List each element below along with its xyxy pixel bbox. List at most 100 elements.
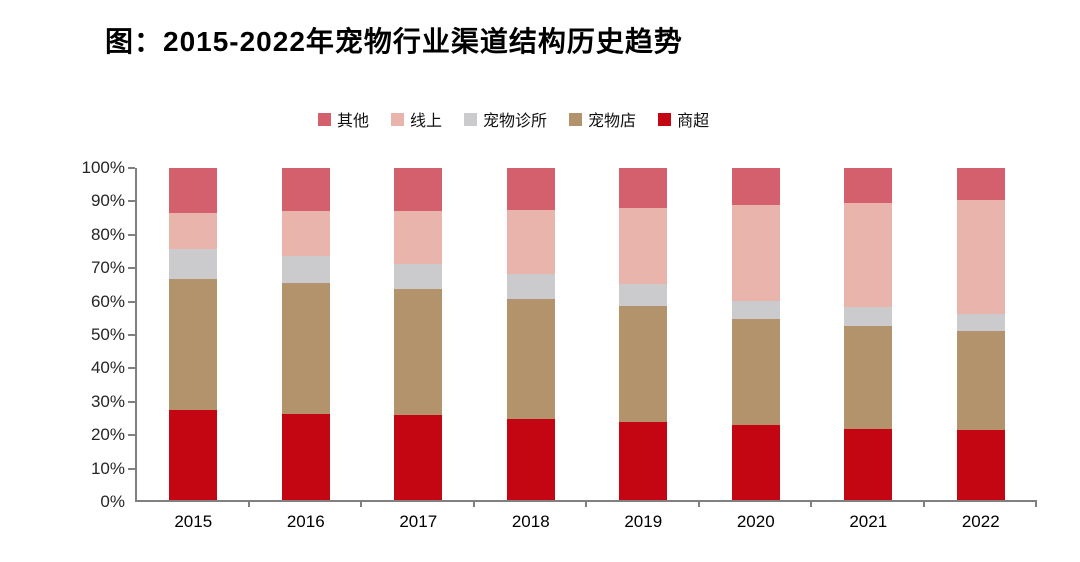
y-axis-tick bbox=[128, 167, 135, 169]
y-axis-label: 60% bbox=[90, 291, 125, 311]
bar-segment-其他 bbox=[731, 168, 780, 205]
x-axis-label: 2017 bbox=[399, 512, 438, 531]
legend-label: 宠物店 bbox=[588, 113, 637, 130]
legend-label: 商超 bbox=[677, 113, 710, 130]
x-axis-tick bbox=[697, 500, 700, 507]
bar-segment-线上 bbox=[619, 207, 668, 285]
y-axis-tick bbox=[128, 367, 135, 370]
y-axis-label: 90% bbox=[90, 191, 125, 211]
bar-segment-宠物诊所 bbox=[956, 314, 1005, 331]
x-axis-tick bbox=[472, 500, 475, 507]
bar-segment-其他 bbox=[394, 168, 443, 212]
bar-segment-其他 bbox=[281, 168, 330, 212]
bar-segment-宠物店 bbox=[394, 289, 443, 416]
bar-2019 bbox=[619, 168, 668, 500]
y-axis-label: 0% bbox=[100, 492, 125, 511]
bar-segment-宠物诊所 bbox=[619, 284, 668, 306]
bar-segment-线上 bbox=[394, 211, 443, 265]
bar-segment-宠物店 bbox=[844, 325, 893, 429]
bar-segment-宠物诊所 bbox=[844, 307, 893, 326]
bar-segment-宠物店 bbox=[731, 319, 780, 426]
x-axis-tick bbox=[585, 500, 587, 507]
y-axis-label: 10% bbox=[90, 458, 125, 478]
x-axis-tick bbox=[810, 500, 812, 507]
x-axis-tick bbox=[360, 500, 362, 507]
legend-swatch-icon bbox=[569, 112, 583, 126]
bar-segment-宠物店 bbox=[169, 279, 218, 411]
bar-segment-其他 bbox=[844, 168, 893, 203]
y-axis-tick bbox=[128, 233, 135, 236]
bar-segment-其他 bbox=[506, 168, 555, 210]
y-axis-tick bbox=[128, 334, 135, 336]
x-axis-label: 2020 bbox=[736, 512, 775, 531]
bar-segment-商超 bbox=[394, 415, 443, 500]
bar-2016 bbox=[281, 168, 330, 500]
y-axis-label: 80% bbox=[90, 224, 125, 244]
legend-label: 线上 bbox=[410, 113, 443, 130]
x-axis-tick bbox=[922, 500, 925, 507]
bar-segment-商超 bbox=[506, 418, 555, 500]
legend-swatch-icon bbox=[391, 112, 405, 126]
bar-segment-商超 bbox=[619, 421, 668, 500]
y-axis-tick bbox=[128, 467, 135, 470]
bar-segment-宠物店 bbox=[281, 282, 330, 414]
bar-segment-商超 bbox=[281, 413, 330, 500]
bar-2022 bbox=[956, 168, 1005, 500]
legend-label: 宠物诊所 bbox=[483, 113, 548, 130]
x-axis-tick bbox=[247, 500, 250, 507]
y-axis-tick bbox=[128, 400, 135, 403]
legend-swatch-icon bbox=[658, 112, 672, 126]
chart-title: 图：2015-2022年宠物行业渠道结构历史趋势 bbox=[105, 26, 683, 57]
y-axis-tick bbox=[128, 200, 135, 203]
bar-segment-线上 bbox=[844, 202, 893, 308]
bar-segment-宠物店 bbox=[506, 299, 555, 419]
x-axis-tick bbox=[1035, 500, 1037, 507]
bar-2020 bbox=[731, 168, 780, 500]
bar-segment-其他 bbox=[169, 168, 218, 213]
legend-item: 其他 bbox=[318, 107, 369, 131]
x-axis-label: 2015 bbox=[174, 512, 213, 531]
bar-segment-宠物店 bbox=[956, 330, 1005, 431]
x-axis-label: 2021 bbox=[849, 512, 888, 531]
bar-segment-商超 bbox=[169, 410, 218, 500]
bar-segment-商超 bbox=[731, 425, 780, 500]
x-axis-label: 2022 bbox=[961, 512, 1000, 531]
y-axis-label: 70% bbox=[90, 258, 125, 278]
y-axis-label: 20% bbox=[90, 425, 125, 445]
bar-segment-其他 bbox=[619, 168, 668, 208]
bar-2015 bbox=[169, 168, 218, 500]
legend-item: 线上 bbox=[391, 107, 442, 131]
legend-swatch-icon bbox=[464, 112, 478, 126]
legend: 其他 线上 宠物诊所 宠物店 商超 bbox=[318, 107, 709, 131]
bar-segment-宠物诊所 bbox=[281, 256, 330, 283]
plot-area: 0% 10% 20% 30% 40% 50% 60% 70% 80% 90% 100% 2015 201… bbox=[82, 158, 1037, 531]
bar-2021 bbox=[844, 168, 893, 500]
bar-segment-宠物诊所 bbox=[731, 300, 780, 320]
bar-segment-线上 bbox=[506, 209, 555, 275]
bar-segment-线上 bbox=[731, 204, 780, 301]
legend-item: 宠物店 bbox=[569, 107, 636, 131]
bar-segment-商超 bbox=[844, 428, 893, 500]
legend-swatch-icon bbox=[318, 112, 331, 126]
x-axis-label: 2018 bbox=[511, 512, 550, 531]
bar-segment-其他 bbox=[956, 168, 1005, 200]
bar-segment-宠物诊所 bbox=[169, 249, 218, 280]
legend-label: 其他 bbox=[337, 113, 370, 130]
bar-segment-宠物店 bbox=[619, 305, 668, 422]
x-axis-label: 2016 bbox=[286, 512, 325, 531]
bar-segment-宠物诊所 bbox=[506, 274, 555, 300]
bar-segment-商超 bbox=[956, 430, 1005, 500]
x-axis-label: 2019 bbox=[624, 512, 663, 531]
y-axis-tick bbox=[128, 267, 135, 270]
y-axis-tick bbox=[128, 300, 135, 303]
bar-segment-线上 bbox=[169, 212, 218, 250]
legend-item: 宠物诊所 bbox=[464, 107, 547, 131]
bar-2017 bbox=[394, 168, 443, 500]
y-axis-label: 100% bbox=[81, 158, 125, 177]
y-axis-label: 50% bbox=[90, 325, 125, 344]
bar-segment-宠物诊所 bbox=[394, 264, 443, 290]
bar-segment-线上 bbox=[956, 199, 1005, 315]
y-axis-label: 40% bbox=[90, 358, 125, 378]
y-axis-tick bbox=[128, 434, 135, 437]
